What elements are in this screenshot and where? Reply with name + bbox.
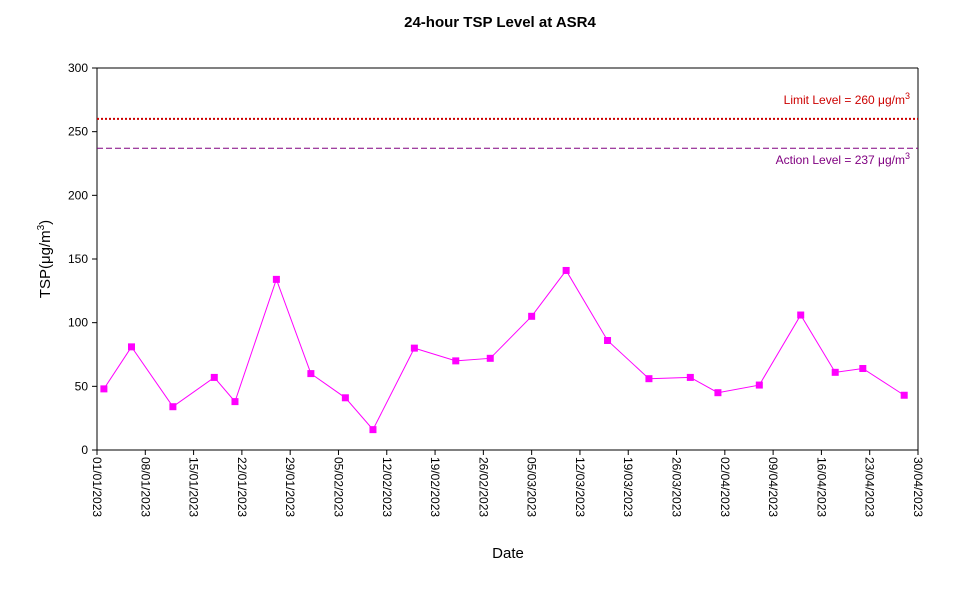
x-tick-label: 02/04/2023 bbox=[718, 457, 732, 517]
x-tick-label: 26/03/2023 bbox=[670, 457, 684, 517]
y-axis-label-main: TSP(μg/m bbox=[37, 230, 54, 298]
x-tick-label: 09/04/2023 bbox=[766, 457, 780, 517]
data-point bbox=[452, 357, 460, 365]
limit-level-label-text: Limit Level = 260 μg/m bbox=[784, 93, 905, 107]
x-axis-label: Date bbox=[492, 545, 524, 562]
data-point bbox=[714, 389, 722, 397]
data-point bbox=[486, 354, 494, 362]
x-tick-label: 01/01/2023 bbox=[90, 457, 104, 517]
y-tick-label: 200 bbox=[68, 188, 88, 202]
data-point bbox=[127, 343, 135, 351]
series-line bbox=[103, 269, 905, 431]
y-tick-label: 0 bbox=[81, 443, 88, 457]
action-level-label: Action Level = 237 μg/m3 bbox=[776, 151, 910, 167]
y-tick-label: 300 bbox=[68, 61, 88, 75]
limit-level-label: Limit Level = 260 μg/m3 bbox=[784, 91, 910, 107]
data-point bbox=[169, 403, 177, 411]
data-point bbox=[797, 311, 805, 319]
x-axis-ticks: 01/01/2023 08/01/2023 15/01/2023 22/01/2023… bbox=[90, 450, 925, 517]
data-point bbox=[900, 391, 908, 399]
data-point bbox=[562, 266, 570, 274]
x-tick-label: 12/02/2023 bbox=[380, 457, 394, 517]
x-tick-label: 19/02/2023 bbox=[428, 457, 442, 517]
data-point bbox=[528, 312, 536, 320]
x-tick-label: 26/02/2023 bbox=[476, 457, 490, 517]
data-point bbox=[307, 370, 315, 378]
data-point bbox=[341, 394, 349, 402]
limit-level-label-sup: 3 bbox=[905, 91, 910, 101]
data-series bbox=[100, 266, 908, 434]
data-point bbox=[604, 336, 612, 344]
data-point bbox=[100, 385, 108, 393]
data-point bbox=[686, 373, 694, 381]
data-point bbox=[755, 381, 763, 389]
y-tick-label: 100 bbox=[68, 316, 88, 330]
data-point bbox=[272, 275, 280, 283]
action-level-label-sup: 3 bbox=[905, 151, 910, 161]
x-tick-label: 30/04/2023 bbox=[911, 457, 925, 517]
x-tick-label: 22/01/2023 bbox=[235, 457, 249, 517]
chart-title: 24-hour TSP Level at ASR4 bbox=[404, 14, 596, 31]
x-tick-label: 05/03/2023 bbox=[525, 457, 539, 517]
y-axis-label-end: ) bbox=[37, 220, 54, 225]
data-point bbox=[210, 373, 218, 381]
y-axis-label-sup: 3 bbox=[36, 224, 47, 230]
x-tick-label: 12/03/2023 bbox=[573, 457, 587, 517]
data-point bbox=[410, 344, 418, 352]
y-axis-ticks: 0 50 100 150 200 250 300 bbox=[68, 61, 97, 457]
y-tick-label: 150 bbox=[68, 252, 88, 266]
data-point bbox=[231, 398, 239, 406]
data-point bbox=[645, 375, 653, 383]
y-tick-label: 50 bbox=[75, 379, 89, 393]
y-tick-label: 250 bbox=[68, 125, 88, 139]
x-tick-label: 16/04/2023 bbox=[814, 457, 828, 517]
x-tick-label: 05/02/2023 bbox=[331, 457, 345, 517]
x-tick-label: 23/04/2023 bbox=[863, 457, 877, 517]
data-point bbox=[369, 426, 377, 434]
x-tick-label: 19/03/2023 bbox=[621, 457, 635, 517]
data-point bbox=[831, 368, 839, 376]
action-level-label-text: Action Level = 237 μg/m bbox=[776, 153, 905, 167]
data-point bbox=[859, 365, 867, 373]
y-axis-label: TSP(μg/m3) bbox=[36, 220, 54, 298]
x-tick-label: 29/01/2023 bbox=[283, 457, 297, 517]
x-tick-label: 15/01/2023 bbox=[187, 457, 201, 517]
x-tick-label: 08/01/2023 bbox=[138, 457, 152, 517]
